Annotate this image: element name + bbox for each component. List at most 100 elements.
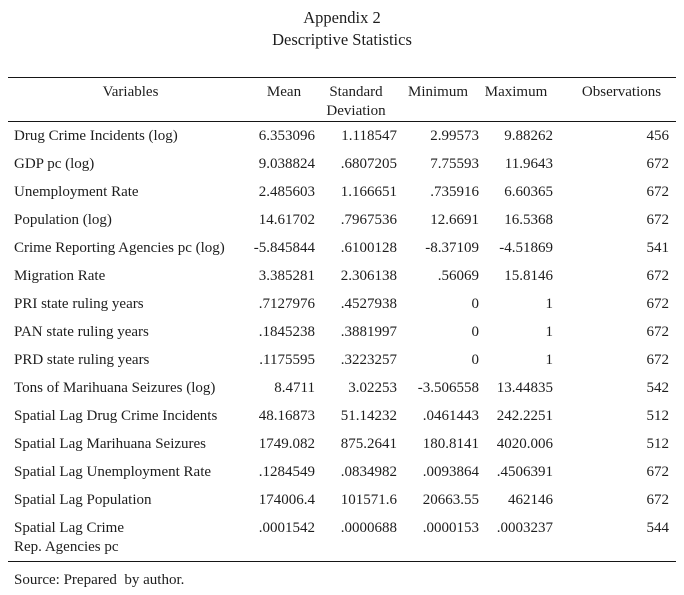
min-cell: 12.6691 <box>430 211 479 228</box>
std-cell: .6807205 <box>340 155 397 172</box>
max-cell: 13.44835 <box>496 379 553 396</box>
variable-cell: Spatial Lag Crime Rep. Agencies pc <box>8 514 253 562</box>
std-cell: .6100128 <box>340 239 397 256</box>
std-cell: 875.2641 <box>340 435 397 452</box>
mean-cell: .0001542 <box>258 519 315 536</box>
std-cell: .4527938 <box>340 295 397 312</box>
descriptive-statistics-table: Variables Mean Standard Deviation Minimu… <box>8 77 676 562</box>
min-cell: 0 <box>471 295 480 312</box>
table-row: Spatial Lag Marihuana Seizures 1749.082 … <box>8 430 676 458</box>
mean-cell: 3.385281 <box>258 267 315 284</box>
mean-cell: -5.845844 <box>253 239 315 256</box>
obs-cell: 672 <box>646 211 670 228</box>
table-row: Migration Rate 3.385281 2.306138 .56069 … <box>8 262 676 290</box>
obs-cell: 512 <box>646 435 670 452</box>
header-row: Variables Mean Standard Deviation Minimu… <box>8 77 676 122</box>
std-cell: .0834982 <box>340 463 397 480</box>
variable-cell: Tons of Marihuana Seizures (log) <box>14 379 216 396</box>
table-row: GDP pc (log) 9.038824 .6807205 7.75593 1… <box>8 150 676 178</box>
table-row: Population (log) 14.61702 .7967536 12.66… <box>8 206 676 234</box>
variable-cell: Spatial Lag Marihuana Seizures <box>14 435 207 452</box>
max-cell: .4506391 <box>496 463 553 480</box>
std-cell: .7967536 <box>340 211 397 228</box>
table-row: Tons of Marihuana Seizures (log) 8.4711 … <box>8 374 676 402</box>
max-cell: 1 <box>545 295 554 312</box>
max-cell: .0003237 <box>496 519 553 536</box>
table-row: Drug Crime Incidents (log) 6.353096 1.11… <box>8 122 676 151</box>
mean-cell: 174006.4 <box>258 491 315 508</box>
max-cell: 9.88262 <box>504 127 553 144</box>
std-cell: 3.02253 <box>348 379 397 396</box>
mean-cell: 8.4711 <box>274 379 315 396</box>
obs-cell: 544 <box>646 519 670 536</box>
max-cell: 1 <box>545 351 554 368</box>
table-row: Spatial Lag Unemployment Rate .1284549 .… <box>8 458 676 486</box>
mean-cell: 2.485603 <box>258 183 315 200</box>
mean-cell: 48.16873 <box>258 407 315 424</box>
obs-cell: 672 <box>646 463 670 480</box>
column-header-variables: Variables <box>8 77 253 122</box>
obs-cell: 512 <box>646 407 670 424</box>
variable-cell: Spatial Lag Population <box>14 491 152 508</box>
max-cell: 6.60365 <box>504 183 553 200</box>
min-cell: 2.99573 <box>430 127 479 144</box>
variable-cell: Spatial Lag Drug Crime Incidents <box>14 407 218 424</box>
max-cell: 15.8146 <box>504 267 553 284</box>
min-cell: 20663.55 <box>422 491 479 508</box>
min-cell: .0461443 <box>422 407 479 424</box>
mean-cell: .1284549 <box>258 463 315 480</box>
min-cell: .0093864 <box>422 463 479 480</box>
max-cell: 11.9643 <box>504 155 553 172</box>
max-cell: 462146 <box>508 491 553 508</box>
column-header-minimum: Minimum <box>397 77 479 122</box>
obs-cell: 672 <box>646 491 670 508</box>
max-cell: 16.5368 <box>504 211 553 228</box>
variable-cell: PRD state ruling years <box>14 351 150 368</box>
max-cell: 1 <box>545 323 554 340</box>
variable-line1: Spatial Lag Crime <box>14 519 124 536</box>
obs-cell: 672 <box>646 183 670 200</box>
mean-cell: 6.353096 <box>258 127 315 144</box>
table-row: Spatial Lag Population 174006.4 101571.6… <box>8 486 676 514</box>
mean-cell: .1845238 <box>258 323 315 340</box>
variable-cell: Drug Crime Incidents (log) <box>14 127 178 144</box>
min-cell: .0000153 <box>422 519 479 536</box>
std-cell: 2.306138 <box>340 267 397 284</box>
variable-cell: Unemployment Rate <box>14 183 139 200</box>
table-row: Spatial Lag Drug Crime Incidents 48.1687… <box>8 402 676 430</box>
table-row: Crime Reporting Agencies pc (log) -5.845… <box>8 234 676 262</box>
variable-cell: GDP pc (log) <box>14 155 95 172</box>
mean-cell: .1175595 <box>259 351 315 368</box>
table-row: PAN state ruling years .1845238 .3881997… <box>8 318 676 346</box>
mean-cell: 1749.082 <box>258 435 315 452</box>
max-cell: 4020.006 <box>496 435 553 452</box>
obs-cell: 672 <box>646 351 670 368</box>
appendix-title-line2: Descriptive Statistics <box>272 29 412 49</box>
min-cell: .735916 <box>430 183 479 200</box>
min-cell: 0 <box>471 323 480 340</box>
std-cell: .3881997 <box>340 323 397 340</box>
column-header-mean: Mean <box>253 77 315 122</box>
min-cell: 7.75593 <box>430 155 479 172</box>
min-cell: .56069 <box>437 267 479 284</box>
std-cell: 1.118547 <box>341 127 397 144</box>
table-row: Unemployment Rate 2.485603 1.166651 .735… <box>8 178 676 206</box>
variable-cell: Migration Rate <box>14 267 106 284</box>
obs-cell: 672 <box>646 155 670 172</box>
appendix-title-line1: Appendix 2 <box>303 8 381 27</box>
table-row: Spatial Lag Crime Rep. Agencies pc .0001… <box>8 514 676 562</box>
std-cell: 1.166651 <box>340 183 397 200</box>
max-cell: 242.2251 <box>496 407 553 424</box>
obs-cell: 542 <box>646 379 670 396</box>
min-cell: -8.37109 <box>425 239 479 256</box>
min-cell: 0 <box>471 351 480 368</box>
mean-cell: .7127976 <box>258 295 315 312</box>
appendix-title: Appendix 2 Descriptive Statistics <box>0 0 684 50</box>
mean-cell: 9.038824 <box>258 155 315 172</box>
std-cell: .0000688 <box>340 519 397 536</box>
variable-cell: Spatial Lag Unemployment Rate <box>14 463 212 480</box>
obs-cell: 672 <box>646 295 670 312</box>
table-row: PRI state ruling years .7127976 .4527938… <box>8 290 676 318</box>
obs-cell: 672 <box>646 267 670 284</box>
